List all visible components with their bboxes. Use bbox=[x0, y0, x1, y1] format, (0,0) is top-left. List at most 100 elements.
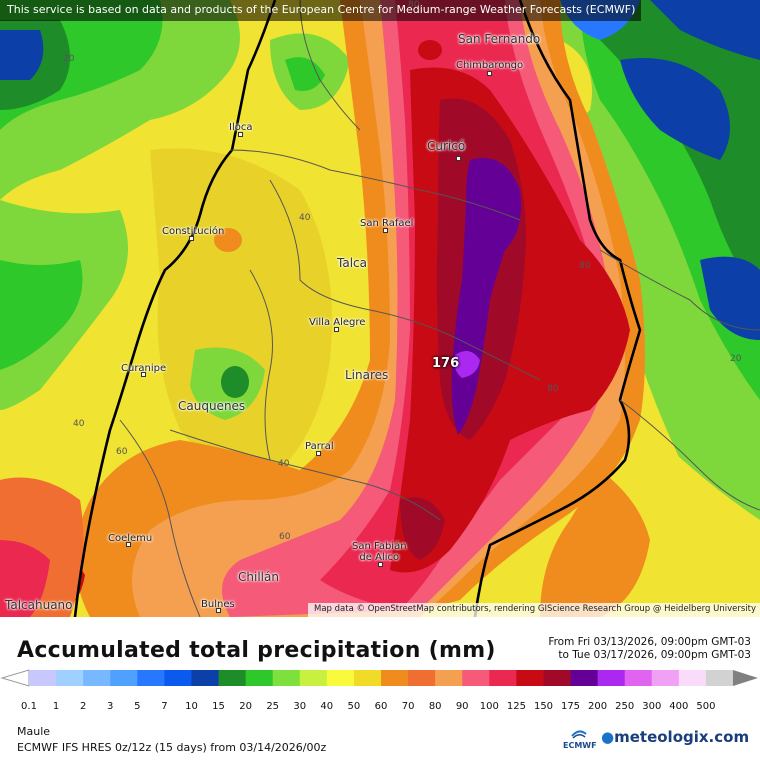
scale-tick-label: 2 bbox=[80, 701, 87, 712]
time-range-from: From Fri 03/13/2026, 09:00pm GMT-03 bbox=[548, 636, 751, 648]
city-label-san-rafael: San Rafael bbox=[360, 218, 414, 229]
city-marker bbox=[334, 327, 339, 332]
city-marker bbox=[456, 156, 461, 161]
contour-label: 80 bbox=[547, 384, 559, 394]
city-label-talcahuano: Talcahuano bbox=[5, 598, 73, 612]
scale-tick-label: 175 bbox=[560, 701, 581, 712]
city-label-chimbarongo: Chimbarongo bbox=[456, 60, 524, 71]
city-label-talca: Talca bbox=[337, 256, 367, 270]
contour-label: 60 bbox=[279, 532, 291, 542]
scale-arrow-left bbox=[0, 669, 30, 687]
city-marker bbox=[378, 562, 383, 567]
time-range-to: to Tue 03/17/2026, 09:00pm GMT-03 bbox=[558, 649, 751, 661]
legend-panel: Accumulated total precipitation (mm) Fro… bbox=[0, 617, 760, 760]
scale-tick-label: 40 bbox=[320, 701, 334, 712]
city-label-coelemu: Coelemu bbox=[108, 533, 153, 544]
city-marker bbox=[238, 132, 243, 137]
contour-label: 80 bbox=[579, 261, 591, 271]
scale-tick-label: 30 bbox=[293, 701, 307, 712]
scale-tick-label: 0.1 bbox=[21, 701, 37, 712]
scale-tick-label: 60 bbox=[374, 701, 388, 712]
city-label-bulnes: Bulnes bbox=[201, 599, 235, 610]
scale-swatch bbox=[164, 670, 192, 686]
city-label-san-fabian: San Fabián de Alico bbox=[352, 541, 407, 563]
scale-tick-label: 50 bbox=[347, 701, 361, 712]
model-run-info: ECMWF IFS HRES 0z/12z (15 days) from 03/… bbox=[17, 741, 327, 754]
scale-tick-label: 3 bbox=[107, 701, 114, 712]
city-label-linares: Linares bbox=[345, 368, 389, 382]
contour-label: 40 bbox=[73, 419, 85, 429]
scale-tick-label: 70 bbox=[401, 701, 415, 712]
scale-tick-label: 500 bbox=[696, 701, 716, 712]
scale-tick-label: 150 bbox=[533, 701, 554, 712]
city-marker bbox=[216, 608, 221, 613]
ecmwf-logo: ECMWF bbox=[563, 728, 597, 750]
scale-swatch bbox=[435, 670, 463, 686]
contour-label: 40 bbox=[299, 213, 311, 223]
city-marker bbox=[189, 236, 194, 241]
scale-tick-label: 25 bbox=[266, 701, 280, 712]
scale-swatch bbox=[597, 670, 626, 686]
scale-swatch bbox=[543, 670, 572, 686]
scale-swatch bbox=[326, 670, 355, 686]
scale-swatch bbox=[624, 670, 653, 686]
time-range: From Fri 03/13/2026, 09:00pm GMT-03 to T… bbox=[548, 636, 751, 662]
scale-swatch bbox=[651, 670, 680, 686]
scale-tick-label: 7 bbox=[161, 701, 168, 712]
scale-tick-label: 100 bbox=[479, 701, 499, 712]
scale-swatch bbox=[110, 670, 138, 686]
contour-label: 20 bbox=[730, 354, 742, 364]
scale-swatch bbox=[83, 670, 111, 686]
scale-swatch bbox=[678, 670, 707, 686]
city-label-cauquenes: Cauquenes bbox=[178, 399, 246, 413]
scale-tick-label: 1 bbox=[52, 701, 60, 712]
city-label-parral: Parral bbox=[305, 441, 334, 452]
precipitation-map[interactable]: This service is based on data and produc… bbox=[0, 0, 760, 617]
city-label-constitucion: Constitución bbox=[162, 226, 225, 237]
max-value-label: 176 bbox=[432, 356, 460, 371]
scale-swatch bbox=[299, 670, 328, 686]
scale-swatch bbox=[137, 670, 165, 686]
city-label-iloca: Iloca bbox=[229, 122, 253, 133]
scale-swatch bbox=[381, 670, 409, 686]
scale-swatch bbox=[570, 670, 599, 686]
city-label-curico: Curicó bbox=[427, 139, 466, 153]
city-marker bbox=[126, 542, 131, 547]
scale-swatch bbox=[218, 670, 247, 686]
scale-tick-label: 300 bbox=[642, 701, 662, 712]
scale-swatch bbox=[245, 670, 274, 686]
city-label-curanipe: Curanipe bbox=[121, 363, 167, 374]
scale-tick-label: 400 bbox=[669, 701, 689, 712]
city-label-villa-alegre: Villa Alegre bbox=[309, 317, 366, 328]
scale-tick-label: 10 bbox=[185, 701, 198, 712]
meteologix-logo[interactable]: ●meteologix.com bbox=[601, 728, 749, 746]
scale-tick-label: 90 bbox=[455, 701, 469, 712]
map-attribution[interactable]: Map data © OpenStreetMap contributors, r… bbox=[308, 603, 760, 617]
contour-label: 80 bbox=[408, 0, 420, 10]
meteologix-brand-text: meteologix.com bbox=[614, 728, 750, 746]
scale-tick-label: 5 bbox=[134, 701, 141, 712]
scale-tick-label: 20 bbox=[239, 701, 252, 712]
city-label-chillan: Chillán bbox=[238, 570, 279, 584]
scale-tick-label: 80 bbox=[428, 701, 442, 712]
scale-swatch bbox=[272, 670, 301, 686]
scale-swatch bbox=[489, 670, 517, 686]
scale-tick-label: 200 bbox=[588, 701, 608, 712]
scale-swatch bbox=[56, 670, 84, 686]
scale-arrow-right bbox=[733, 670, 758, 686]
color-scale bbox=[0, 669, 758, 687]
ecmwf-logo-text: ECMWF bbox=[563, 741, 597, 750]
city-label-san-fernando: San Fernando bbox=[458, 32, 541, 46]
scale-swatch bbox=[191, 670, 220, 686]
scale-swatch bbox=[353, 670, 382, 686]
meteologix-m-icon: ● bbox=[601, 728, 615, 746]
scale-swatch bbox=[408, 670, 436, 686]
scale-tick-label: 250 bbox=[615, 701, 635, 712]
city-marker bbox=[383, 228, 388, 233]
scale-tick-label: 15 bbox=[212, 701, 225, 712]
region-name: Maule bbox=[17, 725, 51, 738]
city-marker bbox=[141, 372, 146, 377]
city-marker bbox=[487, 71, 492, 76]
scale-swatch bbox=[462, 670, 490, 686]
contour-label: 60 bbox=[116, 447, 128, 457]
